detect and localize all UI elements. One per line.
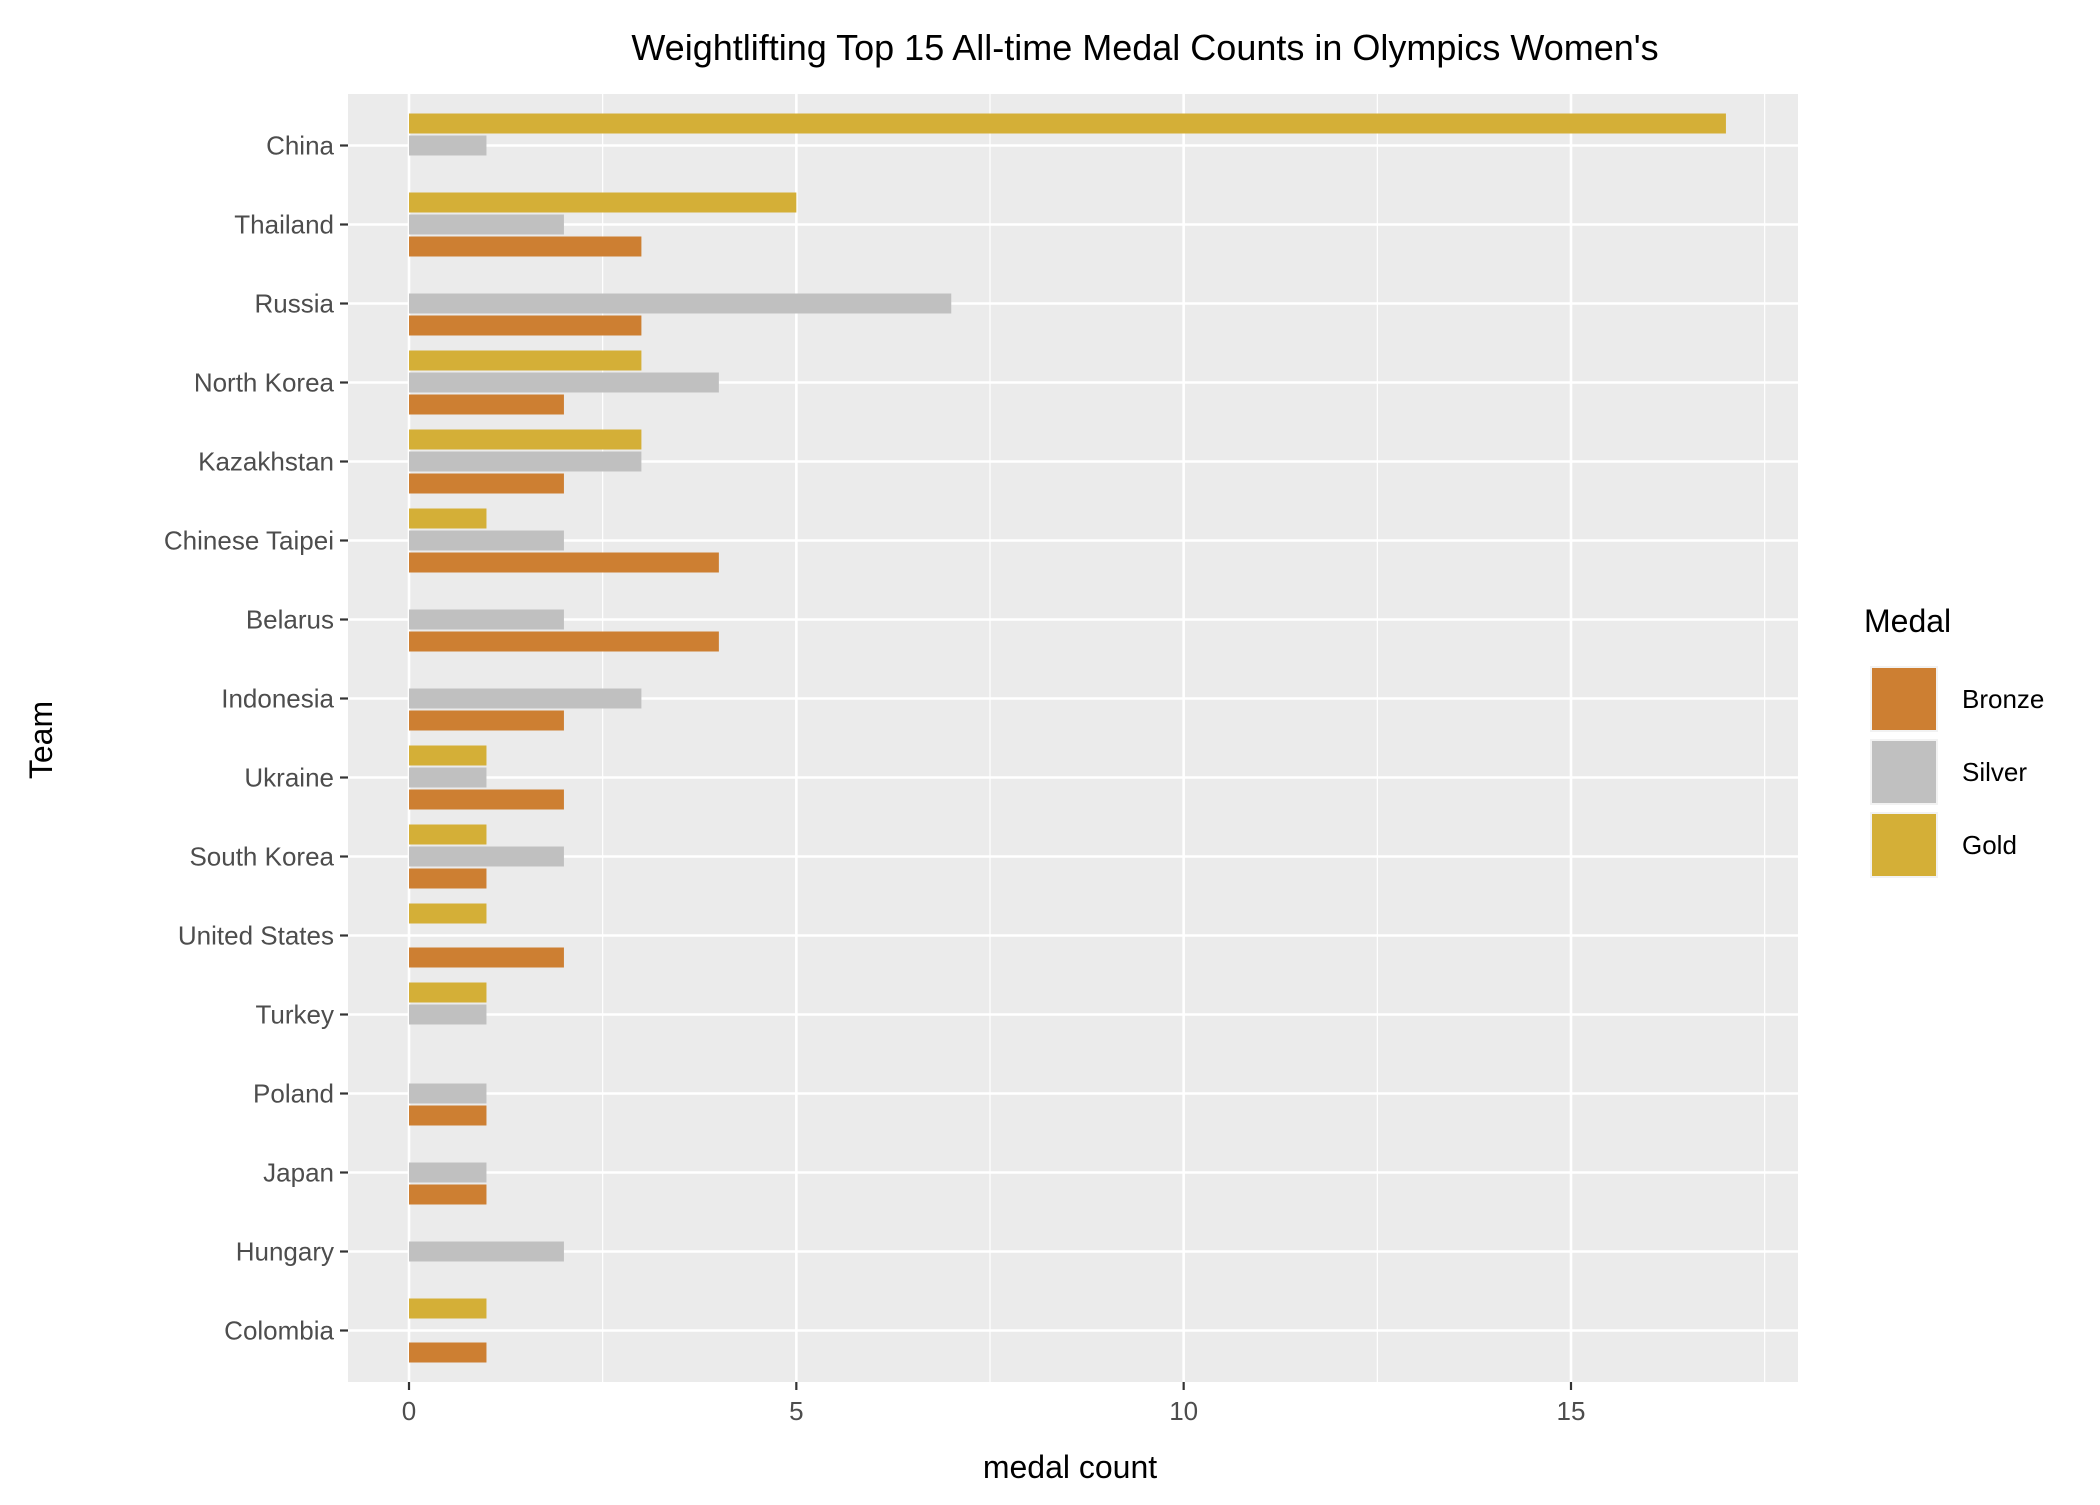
x-axis-title: medal count xyxy=(983,1449,1157,1485)
bar-bronze xyxy=(409,473,564,494)
legend-key-bronze xyxy=(1872,668,1936,730)
y-tick-label: China xyxy=(266,131,334,161)
y-tick-label: South Korea xyxy=(189,842,334,872)
bar-silver xyxy=(409,767,487,788)
bar-silver xyxy=(409,688,642,709)
bar-bronze xyxy=(409,868,487,889)
bar-silver xyxy=(409,214,564,235)
bar-bronze xyxy=(409,710,564,731)
bar-gold xyxy=(409,824,487,845)
bar-bronze xyxy=(409,1184,487,1205)
bar-silver xyxy=(409,1004,487,1025)
legend-label-silver: Silver xyxy=(1962,757,2027,787)
bar-silver xyxy=(409,1083,487,1104)
bar-gold xyxy=(409,508,487,529)
bar-bronze xyxy=(409,947,564,968)
y-tick-label: Colombia xyxy=(224,1316,334,1346)
grid-layer xyxy=(348,94,1798,1382)
bar-bronze xyxy=(409,631,719,652)
bar-gold xyxy=(409,113,1726,134)
y-tick-label: Hungary xyxy=(236,1237,334,1267)
bar-bronze xyxy=(409,315,642,336)
x-tick-label: 15 xyxy=(1557,1396,1586,1426)
y-tick-label: Russia xyxy=(255,289,335,319)
axis-layer: China Thailand Russia North Korea Kazakhstan… xyxy=(164,131,1586,1427)
x-tick-label: 0 xyxy=(402,1396,416,1426)
legend-key-gold xyxy=(1872,814,1936,876)
legend-title: Medal xyxy=(1864,603,1951,639)
y-tick-label: Poland xyxy=(253,1079,334,1109)
y-tick-label: North Korea xyxy=(194,368,335,398)
y-axis-title: Team xyxy=(23,701,59,779)
y-tick-label: Ukraine xyxy=(244,763,334,793)
y-tick-label: Chinese Taipei xyxy=(164,526,334,556)
bar-bronze xyxy=(409,236,642,257)
y-tick-label: Indonesia xyxy=(221,684,334,714)
bar-silver xyxy=(409,530,564,551)
bar-silver xyxy=(409,372,719,393)
chart-title: Weightlifting Top 15 All-time Medal Coun… xyxy=(631,27,1658,68)
bar-gold xyxy=(409,350,642,371)
bar-silver xyxy=(409,135,487,156)
bar-gold xyxy=(409,745,487,766)
bar-bronze xyxy=(409,552,719,573)
bar-bronze xyxy=(409,1342,487,1363)
bar-gold xyxy=(409,429,642,450)
bar-silver xyxy=(409,293,952,314)
bar-silver xyxy=(409,1241,564,1262)
bar-silver xyxy=(409,609,564,630)
bar-layer xyxy=(409,113,1726,1363)
bar-gold xyxy=(409,192,797,213)
legend-label-gold: Gold xyxy=(1962,830,2017,860)
bar-gold xyxy=(409,1298,487,1319)
bar-bronze xyxy=(409,394,564,415)
bar-bronze xyxy=(409,789,564,810)
y-tick-label: Belarus xyxy=(246,605,334,635)
x-tick-label: 10 xyxy=(1169,1396,1198,1426)
y-tick-label: Turkey xyxy=(256,1000,335,1030)
bar-silver xyxy=(409,1162,487,1183)
y-tick-label: United States xyxy=(178,921,334,951)
y-tick-label: Kazakhstan xyxy=(198,447,334,477)
y-tick-label: Thailand xyxy=(234,210,334,240)
y-tick-label: Japan xyxy=(263,1158,334,1188)
bar-bronze xyxy=(409,1105,487,1126)
bar-gold xyxy=(409,903,487,924)
legend-label-bronze: Bronze xyxy=(1962,684,2044,714)
legend: Medal Bronze Silver Gold xyxy=(1864,603,2044,878)
bar-silver xyxy=(409,451,642,472)
legend-key-silver xyxy=(1872,741,1936,803)
plot-panel xyxy=(348,94,1798,1382)
x-tick-label: 5 xyxy=(789,1396,803,1426)
bar-gold xyxy=(409,982,487,1003)
bar-silver xyxy=(409,846,564,867)
